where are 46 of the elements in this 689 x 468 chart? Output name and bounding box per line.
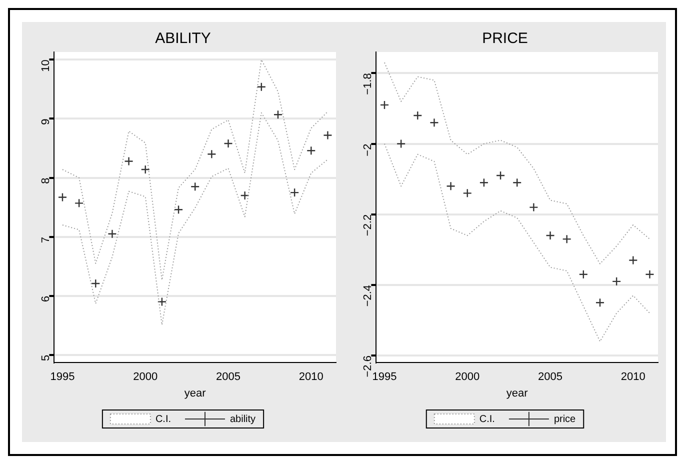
point bbox=[91, 278, 100, 288]
point bbox=[323, 130, 332, 140]
point bbox=[58, 192, 68, 202]
chart-title: ABILITY bbox=[155, 30, 211, 48]
y-tick-label: −2.6 bbox=[362, 356, 374, 378]
y-tick-label: −2 bbox=[362, 144, 374, 156]
point bbox=[124, 156, 134, 166]
legend-label: C.I. bbox=[155, 414, 171, 425]
x-tick-label: 1995 bbox=[50, 371, 75, 384]
x-tick-label: 2010 bbox=[298, 371, 324, 384]
point bbox=[74, 198, 84, 208]
x-axis-title: year bbox=[184, 387, 206, 400]
point bbox=[290, 188, 300, 198]
x-tick-label: 2000 bbox=[455, 371, 480, 384]
y-tick-label: 6 bbox=[40, 296, 52, 302]
legend-label: ability bbox=[230, 414, 256, 425]
line-series bbox=[62, 59, 328, 280]
point bbox=[273, 110, 283, 120]
chart-title: PRICE bbox=[482, 30, 528, 48]
point bbox=[157, 297, 167, 306]
y-tick-label: 10 bbox=[40, 60, 52, 72]
y-tick-label: −2.2 bbox=[362, 214, 374, 236]
point bbox=[256, 82, 266, 92]
legend-label: price bbox=[554, 414, 576, 425]
x-tick-label: 2000 bbox=[133, 371, 158, 384]
x-axis-title: year bbox=[506, 387, 528, 400]
legend-label: C.I. bbox=[479, 414, 495, 425]
point bbox=[224, 138, 233, 148]
y-tick-label: 7 bbox=[40, 236, 52, 243]
line-series bbox=[62, 112, 328, 326]
point bbox=[174, 205, 184, 214]
y-tick-label: 5 bbox=[40, 354, 52, 362]
x-tick-label: 1995 bbox=[372, 371, 397, 384]
y-tick-label: 8 bbox=[40, 178, 52, 184]
point bbox=[306, 146, 316, 156]
point bbox=[207, 150, 216, 159]
y-tick-label: −2.4 bbox=[362, 284, 374, 307]
point bbox=[140, 164, 150, 174]
point bbox=[240, 190, 250, 200]
x-tick-label: 2005 bbox=[216, 371, 240, 384]
point bbox=[190, 182, 200, 192]
y-tick-label: −1.8 bbox=[362, 73, 374, 95]
point bbox=[108, 229, 117, 238]
y-tick-label: 9 bbox=[40, 118, 52, 125]
x-tick-label: 2010 bbox=[620, 371, 646, 384]
x-tick-label: 2005 bbox=[538, 371, 562, 384]
